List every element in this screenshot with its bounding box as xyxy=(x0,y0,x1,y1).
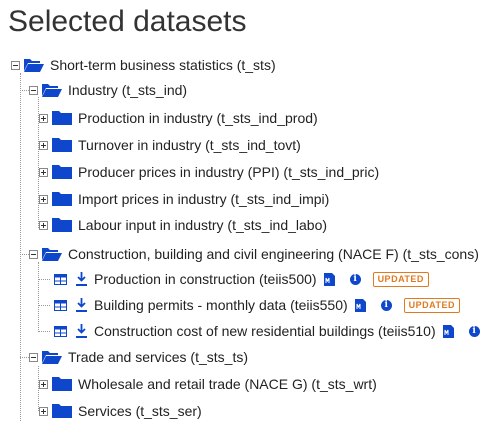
tree-connector xyxy=(20,254,29,255)
tree-node: Labour input in industry (t_sts_ind_labo… xyxy=(39,213,327,237)
table-icon[interactable] xyxy=(54,325,67,337)
tree-node-label[interactable]: Turnover in industry (t_sts_ind_tovt) xyxy=(78,137,301,153)
tree-node-construction: Construction, building and civil enginee… xyxy=(29,242,479,266)
folder-open-icon xyxy=(42,84,62,97)
tree-node-industry: Industry (t_sts_ind) xyxy=(29,78,187,102)
tree-node: Turnover in industry (t_sts_ind_tovt) xyxy=(39,133,301,157)
download-icon[interactable] xyxy=(76,272,87,286)
tree-node-label[interactable]: Industry (t_sts_ind) xyxy=(68,82,188,98)
metadata-icon[interactable] xyxy=(442,324,454,338)
tree-connector xyxy=(20,73,21,421)
tree-node: Producer prices in industry (PPI) (t_sts… xyxy=(39,160,379,184)
folder-icon xyxy=(52,111,72,125)
expand-toggle[interactable] xyxy=(39,194,48,204)
folder-open-icon xyxy=(42,248,62,261)
updated-badge: UPDATED xyxy=(403,297,461,313)
folder-icon xyxy=(52,404,72,418)
metadata-icon[interactable] xyxy=(354,298,366,312)
dataset-row: Construction cost of new residential bui… xyxy=(52,319,480,343)
info-icon[interactable]: i xyxy=(468,325,480,337)
download-icon[interactable] xyxy=(76,324,87,338)
tree-node-label[interactable]: Short-term business statistics (t_sts) xyxy=(50,57,276,73)
expand-toggle[interactable] xyxy=(39,167,48,177)
folder-open-icon xyxy=(42,351,62,364)
collapse-toggle[interactable] xyxy=(29,249,38,259)
tree-node-label[interactable]: Services (t_sts_ser) xyxy=(78,403,202,419)
expand-toggle[interactable] xyxy=(39,406,48,416)
download-icon[interactable] xyxy=(76,298,87,312)
tree-node-label[interactable]: Production in industry (t_sts_ind_prod) xyxy=(78,110,318,126)
tree-node-label[interactable]: Import prices in industry (t_sts_ind_imp… xyxy=(78,191,330,207)
tree-node-label[interactable]: Producer prices in industry (PPI) (t_sts… xyxy=(78,164,380,180)
expand-toggle[interactable] xyxy=(39,140,48,150)
metadata-icon[interactable] xyxy=(323,272,335,286)
page-title: Selected datasets xyxy=(8,5,247,38)
folder-icon xyxy=(52,377,72,391)
tree-node-label[interactable]: Labour input in industry (t_sts_ind_labo… xyxy=(78,217,328,233)
tree-node-label[interactable]: Construction, building and civil enginee… xyxy=(68,246,479,262)
expand-toggle[interactable] xyxy=(39,379,48,389)
tree-node-label[interactable]: Trade and services (t_sts_ts) xyxy=(68,349,248,365)
table-icon[interactable] xyxy=(54,273,67,285)
updated-badge: UPDATED xyxy=(372,271,429,287)
table-icon[interactable] xyxy=(54,299,67,311)
collapse-toggle[interactable] xyxy=(29,85,38,95)
tree-connector xyxy=(20,90,29,91)
collapse-toggle[interactable] xyxy=(11,60,20,70)
expand-toggle[interactable] xyxy=(39,113,48,123)
info-icon[interactable]: i xyxy=(349,273,361,285)
tree-connector xyxy=(20,357,29,358)
dataset-label[interactable]: Production in construction (teiis500) xyxy=(94,271,317,287)
dataset-label[interactable]: Construction cost of new residential bui… xyxy=(94,323,436,339)
folder-icon xyxy=(52,165,72,179)
tree-connector xyxy=(38,279,50,280)
tree-connector xyxy=(38,366,39,411)
tree-connector xyxy=(38,97,39,228)
tree-connector xyxy=(38,305,50,306)
collapse-toggle[interactable] xyxy=(29,352,38,362)
expand-toggle[interactable] xyxy=(39,220,48,230)
tree-node: Import prices in industry (t_sts_ind_imp… xyxy=(39,187,329,211)
folder-icon xyxy=(52,192,72,206)
folder-icon xyxy=(52,218,72,232)
folder-open-icon xyxy=(24,59,44,72)
dataset-label[interactable]: Building permits - monthly data (teiis55… xyxy=(94,297,348,313)
tree-node: Wholesale and retail trade (NACE G) (t_s… xyxy=(39,372,377,396)
dataset-row: Building permits - monthly data (teiis55… xyxy=(52,293,461,317)
folder-icon xyxy=(52,138,72,152)
tree-node-label[interactable]: Wholesale and retail trade (NACE G) (t_s… xyxy=(78,376,377,392)
tree-node: Services (t_sts_ser) xyxy=(39,399,202,423)
tree-node: Production in industry (t_sts_ind_prod) xyxy=(39,106,318,130)
tree-node-trade: Trade and services (t_sts_ts) xyxy=(29,345,248,369)
tree-connector xyxy=(38,262,39,332)
dataset-row: Production in construction (teiis500) i … xyxy=(52,267,429,291)
tree-node-root: Short-term business statistics (t_sts) xyxy=(11,53,276,77)
info-icon[interactable]: i xyxy=(380,299,392,311)
tree-connector xyxy=(38,331,50,332)
